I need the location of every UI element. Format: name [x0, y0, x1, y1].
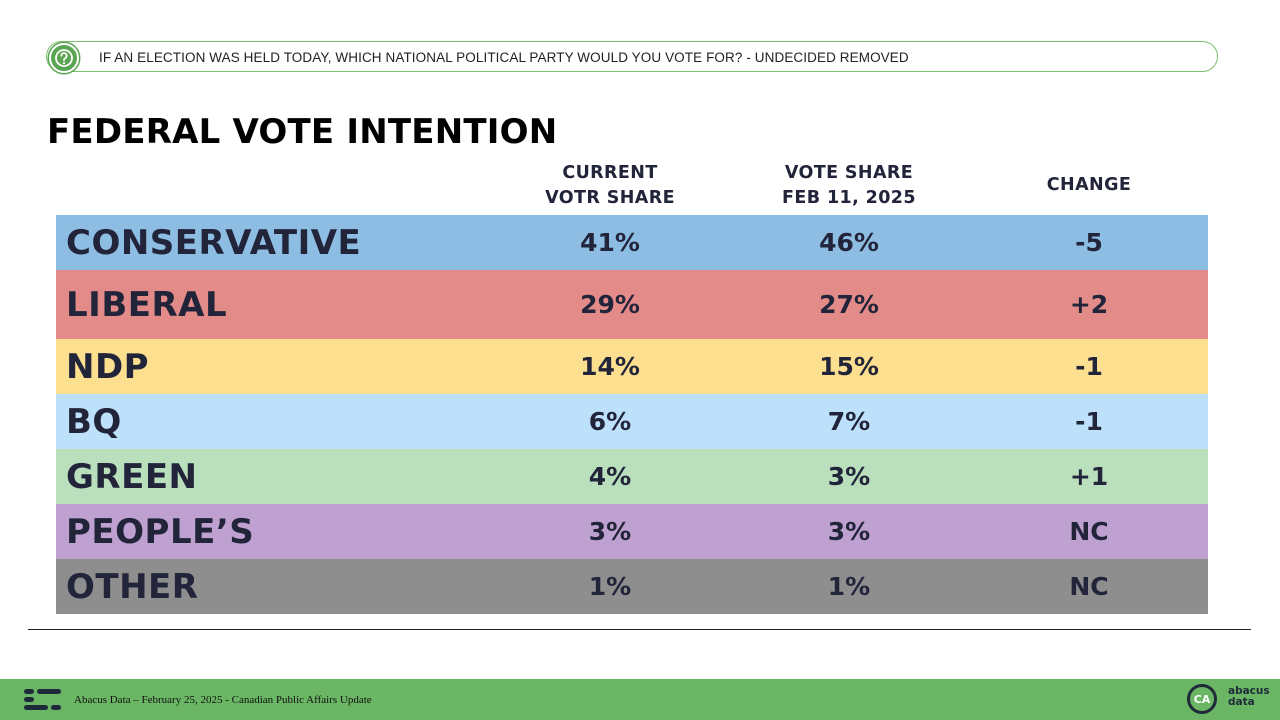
current-share-value: 1%: [588, 572, 632, 601]
party-name: OTHER: [66, 566, 199, 607]
previous-share-value: 1%: [827, 572, 871, 601]
question-banner: IF AN ELECTION WAS HELD TODAY, WHICH NAT…: [46, 41, 1218, 73]
column-header-current: CURRENT VOTR SHARE: [490, 161, 730, 211]
change-value: -1: [1075, 352, 1103, 381]
table-row: GREEN 4% 3% +1: [56, 449, 1208, 504]
table-row: PEOPLE’S 3% 3% NC: [56, 504, 1208, 559]
current-share-value: 4%: [588, 462, 632, 491]
previous-share-value: 46%: [819, 228, 879, 257]
party-name: LIBERAL: [66, 284, 228, 325]
table-row: LIBERAL 29% 27% +2: [56, 270, 1208, 339]
page-title: FEDERAL VOTE INTENTION: [47, 112, 558, 152]
column-header-previous-line2: FEB 11, 2025: [782, 188, 916, 208]
change-value: +1: [1069, 462, 1109, 491]
party-name: CONSERVATIVE: [66, 222, 362, 263]
previous-share-value: 27%: [819, 290, 879, 319]
brand-badge-icon: CA: [1187, 684, 1217, 714]
divider-line: [28, 629, 1251, 630]
question-text: IF AN ELECTION WAS HELD TODAY, WHICH NAT…: [99, 50, 909, 65]
party-name: BQ: [66, 401, 122, 442]
column-header-previous: VOTE SHARE FEB 11, 2025: [729, 161, 969, 211]
previous-share-value: 7%: [827, 407, 871, 436]
previous-share-value: 3%: [827, 517, 871, 546]
column-header-current-line2: VOTR SHARE: [545, 188, 675, 208]
current-share-value: 3%: [588, 517, 632, 546]
change-value: NC: [1069, 517, 1109, 546]
party-name: PEOPLE’S: [66, 511, 255, 552]
current-share-value: 14%: [580, 352, 640, 381]
footer-bar: Abacus Data – February 25, 2025 - Canadi…: [0, 679, 1280, 720]
change-value: +2: [1069, 290, 1109, 319]
question-mark-icon: [49, 43, 79, 73]
party-name: NDP: [66, 346, 150, 387]
previous-share-value: 3%: [827, 462, 871, 491]
abacus-bars-icon: [24, 689, 61, 710]
brand-name-line2: data: [1228, 696, 1255, 708]
column-header-change: CHANGE: [1046, 175, 1132, 195]
previous-share-value: 15%: [819, 352, 879, 381]
current-share-value: 29%: [580, 290, 640, 319]
brand-logo: abacus data: [1228, 686, 1280, 708]
column-header-current-line1: CURRENT: [562, 163, 658, 183]
table-row: CONSERVATIVE 41% 46% -5: [56, 215, 1208, 270]
footer-text: Abacus Data – February 25, 2025 - Canadi…: [74, 694, 372, 706]
change-value: -5: [1075, 228, 1103, 257]
column-header-previous-line1: VOTE SHARE: [784, 163, 914, 183]
vote-table: CONSERVATIVE 41% 46% -5 LIBERAL 29% 27% +2 NDP 14…: [56, 215, 1208, 614]
party-name: GREEN: [66, 456, 198, 497]
table-row: NDP 14% 15% -1: [56, 339, 1208, 394]
change-value: NC: [1069, 572, 1109, 601]
change-value: -1: [1075, 407, 1103, 436]
table-row: BQ 6% 7% -1: [56, 394, 1208, 449]
current-share-value: 6%: [588, 407, 632, 436]
current-share-value: 41%: [580, 228, 640, 257]
brand-name-line1: abacus: [1228, 685, 1270, 697]
table-row: OTHER 1% 1% NC: [56, 559, 1208, 614]
